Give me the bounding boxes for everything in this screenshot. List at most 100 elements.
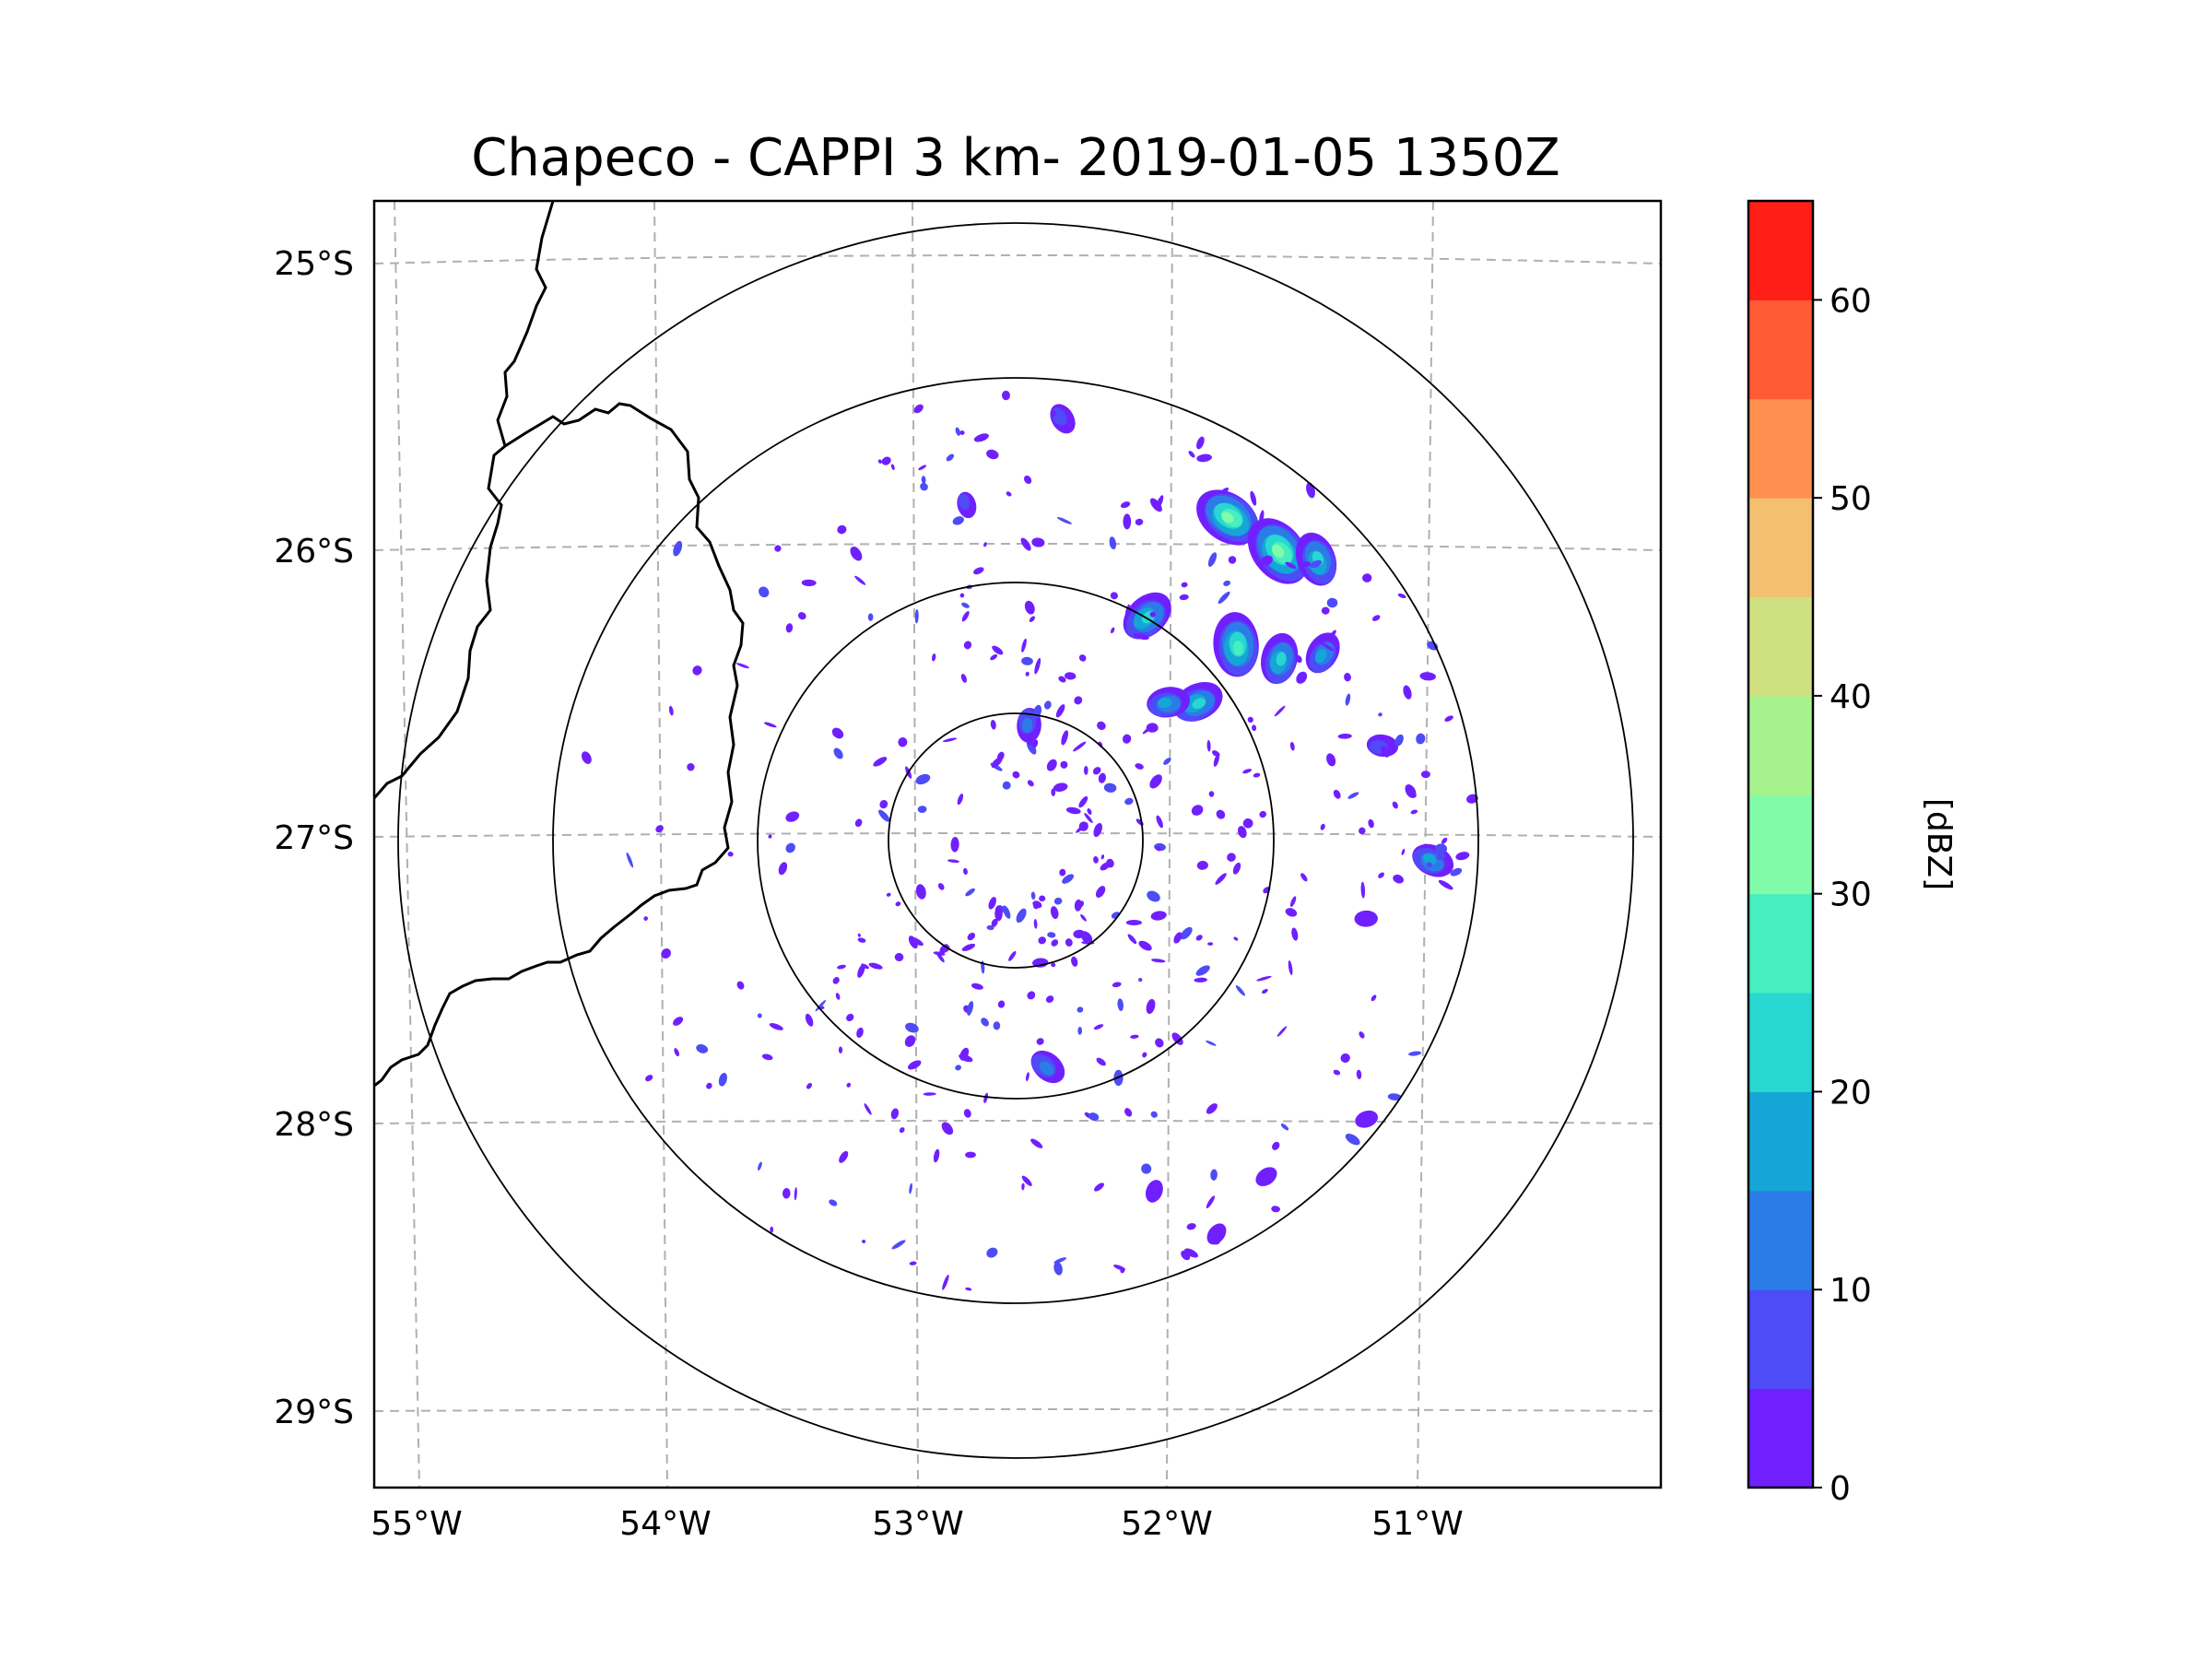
echo-speck	[1262, 988, 1268, 994]
echo-speck	[1405, 784, 1417, 798]
echo-speck	[1209, 1232, 1221, 1245]
echo-cell	[1255, 1167, 1277, 1187]
echo-speck	[806, 1083, 813, 1089]
echo-speck	[857, 963, 865, 978]
echo-speck	[1016, 908, 1027, 924]
echo-cell	[1021, 717, 1033, 733]
echo-speck	[915, 884, 926, 900]
echo-speck	[909, 1182, 912, 1194]
echo-speck	[1455, 852, 1470, 861]
echo-speck	[862, 1240, 866, 1243]
echo-speck	[1149, 611, 1156, 618]
echo-speck	[991, 757, 1003, 768]
echo-speck	[1381, 746, 1390, 758]
echo-speck	[941, 1122, 954, 1135]
echo-speck	[1466, 794, 1478, 804]
echo-speck	[1030, 1138, 1043, 1148]
echo-speck	[1088, 1112, 1100, 1122]
echo-speck	[1053, 1261, 1063, 1276]
echo-speck	[1156, 815, 1163, 829]
echo-speck	[1253, 772, 1261, 778]
echo-speck	[1337, 733, 1352, 739]
echo-speck	[1419, 672, 1436, 681]
echo-speck	[1218, 591, 1230, 605]
echo-speck	[908, 935, 918, 949]
echo-speck	[769, 1022, 783, 1030]
echo-speck	[1196, 453, 1212, 463]
echo-speck	[1077, 1027, 1082, 1035]
echo-speck	[1077, 1006, 1084, 1013]
echo-speck	[1074, 899, 1082, 912]
echo-speck	[1213, 754, 1219, 767]
echo-speck	[993, 1021, 1001, 1030]
longitude-axis: 55°W 54°W 53°W 52°W 51°W	[371, 1505, 1463, 1543]
echo-speck	[1125, 920, 1142, 925]
echo-speck	[1137, 977, 1143, 982]
echo-speck	[1260, 555, 1273, 566]
echo-speck	[1296, 671, 1308, 684]
echo-speck	[1387, 1093, 1402, 1100]
echo-speck	[1142, 723, 1156, 735]
colorbar-bins	[1748, 201, 1813, 1488]
echo-speck	[1027, 991, 1036, 1000]
colorbar-tick-label: 10	[1830, 1272, 1872, 1310]
echo-speck	[1155, 846, 1161, 852]
colorbar-tick-label: 60	[1830, 282, 1872, 320]
colorbar-bin-30	[1748, 794, 1813, 895]
echo-speck	[1027, 780, 1034, 787]
latitude-axis: 25°S 26°S 27°S 28°S 29°S	[274, 245, 354, 1431]
range-rings	[397, 222, 1634, 1459]
echo-speck	[1259, 510, 1265, 524]
echo-speck	[1444, 715, 1453, 723]
colorbar-frame	[1747, 199, 1815, 1489]
lat-label-27: 27°S	[274, 819, 354, 857]
echo-speck	[864, 1103, 872, 1115]
map-frame	[372, 199, 1663, 1489]
echo-speck	[837, 964, 846, 970]
map-panel	[372, 199, 1663, 1489]
echo-speck	[846, 1082, 852, 1088]
echo-speck	[1084, 765, 1088, 775]
echo-speck	[785, 842, 795, 853]
echo-speck	[1047, 932, 1056, 938]
echo-speck	[937, 883, 945, 890]
echo-speck	[1033, 919, 1038, 929]
echo-speck	[905, 1022, 919, 1033]
echo-speck	[1120, 1268, 1125, 1274]
echo-cell	[1315, 649, 1327, 664]
echo-speck	[967, 1001, 974, 1016]
echo-speck	[943, 737, 958, 743]
echo-speck	[914, 609, 919, 624]
echo-speck	[1206, 739, 1211, 752]
lat-label-25: 25°S	[274, 245, 354, 283]
echo-speck	[881, 456, 891, 465]
reflectivity-echoes	[581, 390, 1478, 1291]
echo-speck	[1237, 826, 1247, 839]
echo-speck	[1155, 495, 1164, 511]
echo-speck	[1208, 791, 1215, 797]
echo-speck	[1097, 721, 1106, 731]
echo-speck	[833, 747, 843, 759]
echo-speck	[1051, 939, 1059, 947]
echo-speck	[1301, 561, 1312, 567]
echo-speck	[890, 1108, 900, 1120]
echo-speck	[1320, 641, 1335, 652]
echo-speck	[1133, 633, 1149, 641]
echo-speck	[1329, 629, 1336, 639]
colorbar-bin-45	[1748, 498, 1813, 598]
echo-speck	[915, 773, 931, 785]
echo-speck	[1362, 573, 1372, 582]
echo-speck	[1130, 1034, 1139, 1039]
lat-label-26: 26°S	[274, 533, 354, 571]
echo-speck	[1289, 896, 1297, 907]
echo-cell	[1145, 1180, 1163, 1203]
echo-speck	[763, 722, 777, 728]
echo-speck	[967, 932, 976, 941]
echo-speck	[1078, 795, 1088, 808]
echo-speck	[907, 1060, 922, 1070]
echo-speck	[768, 834, 772, 839]
colorbar-bin-60	[1748, 201, 1813, 300]
echo-speck	[933, 1148, 940, 1163]
echo-speck	[1233, 936, 1239, 941]
echo-speck	[1027, 738, 1034, 746]
